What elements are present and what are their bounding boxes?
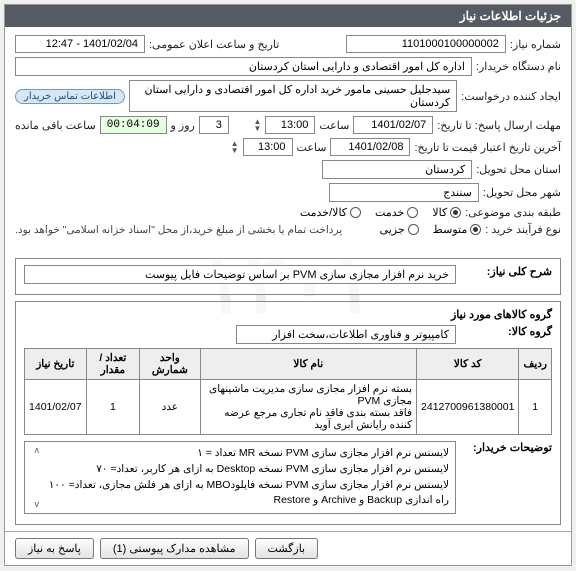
group-value: کامپیوتر و فناوری اطلاعات،سخت افزار — [236, 325, 456, 344]
col-code: کد کالا — [417, 349, 519, 380]
device-label: نام دستگاه خریدار: — [476, 60, 561, 73]
note-line: لایسنس نرم افزار مجازی سازی PVM نسخه MR … — [31, 446, 449, 462]
radio-kala[interactable]: کالا — [432, 206, 461, 219]
col-date: تاریخ نیاز — [25, 349, 87, 380]
cell-qty: 1 — [86, 380, 140, 435]
deadline-label: مهلت ارسال پاسخ: تا تاریخ: — [437, 119, 561, 132]
days-label: روز و — [171, 119, 195, 132]
answer-button[interactable]: پاسخ به نیاز — [15, 538, 94, 559]
radio-service[interactable]: خدمت — [375, 206, 418, 219]
cell-name: بسته نرم افزار مجازی سازی مدیریت ماشینها… — [200, 380, 416, 435]
attachments-button[interactable]: مشاهده مدارک پیوستی (1) — [100, 538, 249, 559]
group-label: گروه کالا: — [462, 325, 552, 338]
need-no-value: 1101000100000002 — [346, 35, 506, 53]
deadline-time: 13:00 — [265, 116, 315, 134]
credit-date: 1401/02/08 — [330, 138, 410, 156]
cell-date: 1401/02/07 — [25, 380, 87, 435]
classify-group: کالا خدمت کالا/خدمت — [300, 206, 461, 219]
province-value: کردستان — [322, 160, 472, 179]
city-value: سنندج — [329, 183, 479, 202]
radio-both[interactable]: کالا/خدمت — [300, 206, 361, 219]
process-group: متوسط جزیی — [380, 223, 482, 236]
radio-small[interactable]: جزیی — [380, 223, 419, 236]
col-idx: ردیف — [519, 349, 552, 380]
days-value: 3 — [199, 116, 229, 134]
chevron-updown-icon[interactable]: ▲▼ — [253, 118, 261, 132]
note-line: راه اندازی Backup و Archive و Restore — [31, 493, 449, 509]
items-table: ردیف کد کالا نام کالا واحد شمارش تعداد /… — [24, 348, 552, 435]
credit-time: 13:00 — [243, 138, 293, 156]
time-label-1: ساعت — [319, 119, 349, 132]
desc-title-value: خرید نرم افزار مجازی سازی PVM بر اساس تو… — [24, 265, 456, 284]
col-qty: تعداد / مقدار — [86, 349, 140, 380]
announce-value: 1401/02/04 - 12:47 — [15, 35, 145, 53]
scroll-arrows[interactable]: ʌv — [27, 444, 39, 511]
desc-section: شرح کلی نیاز: خرید نرم افزار مجازی سازی … — [15, 258, 561, 295]
cell-idx: 1 — [519, 380, 552, 435]
remain-label: ساعت باقی مانده — [15, 119, 96, 132]
form-area: شماره نیاز: 1101000100000002 تاریخ و ساع… — [5, 27, 571, 252]
cell-unit: عدد — [140, 380, 200, 435]
creator-value: سیدجلیل حسینی مامور خرید اداره کل امور ا… — [129, 80, 457, 112]
need-no-label: شماره نیاز: — [510, 38, 561, 51]
city-label: شهر محل تحویل: — [483, 186, 561, 199]
buyer-notes-box: لایسنس نرم افزار مجازی سازی PVM نسخه MR … — [24, 441, 456, 514]
announce-label: تاریخ و ساعت اعلان عمومی: — [149, 38, 279, 51]
buyer-notes-label: توضیحات خریدار: — [462, 441, 552, 454]
device-value: اداره کل امور اقتصادی و دارایی استان کرد… — [15, 57, 472, 76]
note-line: لایسنس نرم افزار مجازی سازی PVM نسخه فای… — [31, 478, 449, 494]
radio-medium[interactable]: متوسط — [433, 223, 482, 236]
remain-timer: 00:04:09 — [100, 116, 167, 134]
province-label: استان محل تحویل: — [476, 163, 561, 176]
classify-label: طبقه بندی موضوعی: — [465, 206, 561, 219]
deadline-date: 1401/02/07 — [353, 116, 433, 134]
col-name: نام کالا — [200, 349, 416, 380]
header-title: جزئیات اطلاعات نیاز — [5, 5, 571, 27]
time-label-2: ساعت — [297, 141, 327, 154]
creator-label: ایجاد کننده درخواست: — [461, 90, 561, 103]
page: ۱۴۰۱ جزئیات اطلاعات نیاز شماره نیاز: 110… — [4, 4, 572, 566]
col-unit: واحد شمارش — [140, 349, 200, 380]
back-button[interactable]: بازگشت — [255, 538, 319, 559]
credit-label: آخرین تاریخ اعتبار قیمت تا تاریخ: — [414, 141, 561, 154]
chevron-updown-icon[interactable]: ▲▼ — [231, 140, 239, 154]
payment-note: پرداخت تمام یا بخشی از مبلغ خرید،از محل … — [15, 224, 342, 236]
process-label: نوع فرآیند خرید : — [485, 223, 561, 236]
table-row: 1 2412700961380001 بسته نرم افزار مجازی … — [25, 380, 552, 435]
note-line: لایسنس نرم افزار مجازی سازی PVM نسخه Des… — [31, 462, 449, 478]
footer: بازگشت مشاهده مدارک پیوستی (1) پاسخ به ن… — [5, 531, 571, 565]
group-header: گروه کالاهای مورد نیاز — [24, 308, 552, 321]
contact-link[interactable]: اطلاعات تماس خریدار — [15, 89, 125, 104]
goods-section: گروه کالاهای مورد نیاز گروه کالا: کامپیو… — [15, 301, 561, 525]
cell-code: 2412700961380001 — [417, 380, 519, 435]
desc-title-label: شرح کلی نیاز: — [462, 265, 552, 278]
